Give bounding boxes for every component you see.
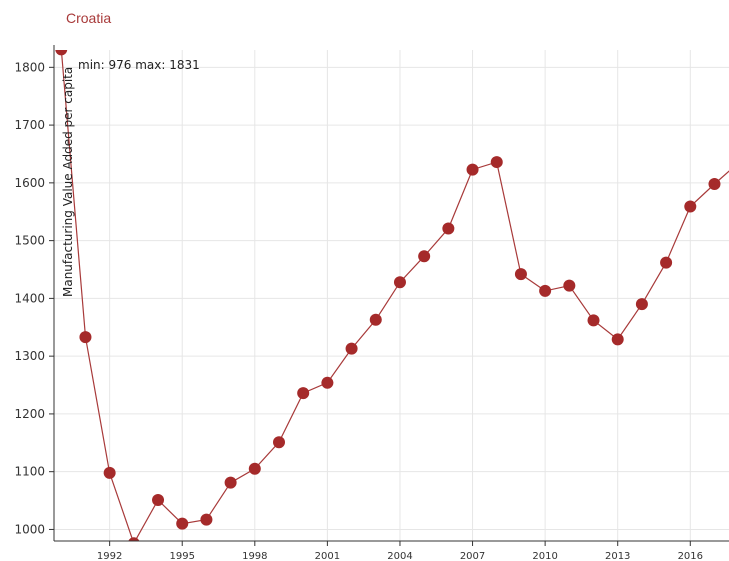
y-tick-label: 1200 — [14, 407, 45, 421]
data-point — [225, 477, 237, 489]
y-tick-label: 1100 — [14, 465, 45, 479]
y-tick-label: 1600 — [14, 176, 45, 190]
y-tick-label: 1300 — [14, 349, 45, 363]
x-tick-label: 2010 — [532, 551, 557, 561]
data-point — [491, 156, 503, 168]
data-point — [684, 201, 696, 213]
data-point — [612, 333, 624, 345]
data-point — [418, 250, 430, 262]
data-point — [370, 314, 382, 326]
data-point — [442, 222, 454, 234]
data-point — [200, 514, 212, 526]
data-point — [515, 268, 527, 280]
y-tick-label: 1800 — [14, 60, 45, 74]
data-point — [708, 178, 720, 190]
data-point — [660, 257, 672, 269]
data-point — [55, 43, 67, 55]
plot-area — [55, 43, 729, 549]
x-tick-label: 2007 — [460, 551, 485, 561]
x-tick-label: 2001 — [315, 551, 340, 561]
data-point — [104, 467, 116, 479]
data-point — [128, 537, 140, 549]
data-point — [273, 436, 285, 448]
x-tick-label: 2016 — [678, 551, 703, 561]
data-point — [297, 387, 309, 399]
data-point — [249, 463, 261, 475]
data-point — [588, 314, 600, 326]
data-point — [321, 377, 333, 389]
data-points — [55, 43, 729, 549]
y-tick-label: 1700 — [14, 118, 45, 132]
x-tick-label: 1992 — [97, 551, 122, 561]
data-point — [394, 276, 406, 288]
data-point — [467, 164, 479, 176]
y-tick-label: 1400 — [14, 291, 45, 305]
y-axis-label: Manufacturing Value Added per capita — [61, 67, 75, 297]
x-tick-label: 2013 — [605, 551, 630, 561]
data-point — [346, 343, 358, 355]
min-max-annotation: min: 976 max: 1831 — [78, 58, 200, 72]
y-tick-label: 1500 — [14, 234, 45, 248]
data-point — [636, 298, 648, 310]
data-point — [176, 518, 188, 530]
x-tick-label: 2004 — [387, 551, 412, 561]
y-tick-label: 1000 — [14, 522, 45, 536]
x-tick-label: 1995 — [169, 551, 194, 561]
data-point — [539, 285, 551, 297]
axes — [49, 45, 729, 546]
tick-labels: 1000 1100 1200 1300 1400 1500 1600 1700 1800 1992… — [14, 60, 703, 561]
data-point — [152, 494, 164, 506]
x-tick-label: 1998 — [242, 551, 267, 561]
series-line — [61, 49, 729, 543]
data-point — [79, 331, 91, 343]
data-point — [563, 280, 575, 292]
